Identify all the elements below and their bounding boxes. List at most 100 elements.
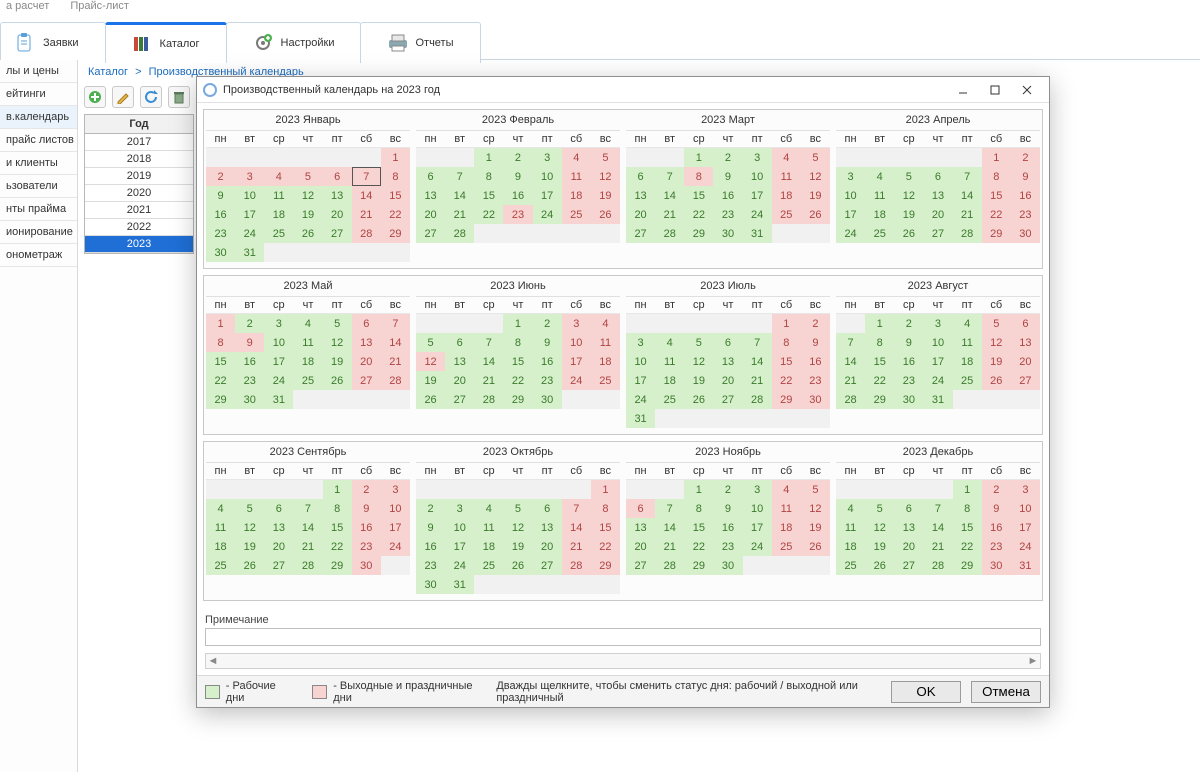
- calendar-day[interactable]: 10: [1011, 499, 1040, 518]
- ok-button[interactable]: OK: [891, 681, 961, 703]
- calendar-day[interactable]: 1: [684, 148, 713, 167]
- calendar-day[interactable]: 14: [923, 518, 952, 537]
- calendar-day[interactable]: 8: [381, 167, 410, 186]
- calendar-day[interactable]: 1: [474, 148, 503, 167]
- calendar-day[interactable]: 16: [533, 352, 562, 371]
- calendar-day[interactable]: 11: [474, 518, 503, 537]
- calendar-day[interactable]: 27: [416, 224, 445, 243]
- calendar-day[interactable]: 14: [953, 186, 982, 205]
- calendar-day[interactable]: 13: [533, 518, 562, 537]
- calendar-day[interactable]: 12: [235, 518, 264, 537]
- sidebar-item[interactable]: ьзователи: [0, 175, 77, 198]
- calendar-day[interactable]: 21: [743, 371, 772, 390]
- calendar-day[interactable]: 19: [865, 537, 894, 556]
- calendar-day[interactable]: 2: [713, 148, 742, 167]
- calendar-day[interactable]: 23: [713, 537, 742, 556]
- calendar-day[interactable]: 19: [503, 537, 532, 556]
- sidebar-item[interactable]: лы и цены: [0, 60, 77, 83]
- cancel-button[interactable]: Отмена: [971, 681, 1041, 703]
- calendar-day[interactable]: 5: [293, 167, 322, 186]
- calendar-day[interactable]: 24: [562, 371, 591, 390]
- calendar-day[interactable]: 24: [626, 390, 655, 409]
- calendar-day[interactable]: 19: [801, 518, 830, 537]
- calendar-day[interactable]: 5: [503, 499, 532, 518]
- calendar-day[interactable]: 25: [865, 224, 894, 243]
- calendar-day[interactable]: 23: [416, 556, 445, 575]
- calendar-day[interactable]: 4: [655, 333, 684, 352]
- year-row[interactable]: 2019: [85, 168, 193, 185]
- calendar-scroll[interactable]: 2023 Январьпнвтсрчтптсбвс123456789101112…: [197, 103, 1049, 610]
- calendar-day[interactable]: 5: [865, 499, 894, 518]
- calendar-day[interactable]: 22: [953, 537, 982, 556]
- calendar-day[interactable]: 22: [684, 537, 713, 556]
- calendar-day[interactable]: 15: [684, 518, 713, 537]
- calendar-day[interactable]: 4: [836, 499, 865, 518]
- calendar-day[interactable]: 25: [562, 205, 591, 224]
- calendar-day[interactable]: 4: [474, 499, 503, 518]
- calendar-day[interactable]: 27: [923, 224, 952, 243]
- calendar-day[interactable]: 3: [1011, 480, 1040, 499]
- calendar-day[interactable]: 15: [772, 352, 801, 371]
- calendar-day[interactable]: 17: [743, 518, 772, 537]
- calendar-day[interactable]: 15: [953, 518, 982, 537]
- calendar-day[interactable]: 15: [503, 352, 532, 371]
- calendar-day[interactable]: 22: [772, 371, 801, 390]
- calendar-day[interactable]: 28: [562, 556, 591, 575]
- calendar-day[interactable]: 14: [293, 518, 322, 537]
- calendar-day[interactable]: 20: [923, 205, 952, 224]
- calendar-day[interactable]: 19: [416, 371, 445, 390]
- calendar-day[interactable]: 8: [982, 167, 1011, 186]
- calendar-day[interactable]: 29: [381, 224, 410, 243]
- calendar-day[interactable]: 10: [235, 186, 264, 205]
- calendar-day[interactable]: 18: [772, 186, 801, 205]
- calendar-day[interactable]: 18: [474, 537, 503, 556]
- add-button[interactable]: [84, 86, 106, 108]
- calendar-day[interactable]: 27: [352, 371, 381, 390]
- calendar-day[interactable]: 29: [503, 390, 532, 409]
- calendar-day[interactable]: 19: [894, 205, 923, 224]
- calendar-day[interactable]: 14: [562, 518, 591, 537]
- calendar-day[interactable]: 12: [684, 352, 713, 371]
- calendar-day[interactable]: 7: [352, 167, 381, 186]
- calendar-day[interactable]: 5: [801, 148, 830, 167]
- calendar-day[interactable]: 30: [352, 556, 381, 575]
- calendar-day[interactable]: 8: [772, 333, 801, 352]
- calendar-day[interactable]: 28: [381, 371, 410, 390]
- calendar-day[interactable]: 9: [982, 499, 1011, 518]
- calendar-day[interactable]: 25: [206, 556, 235, 575]
- calendar-day[interactable]: 26: [235, 556, 264, 575]
- calendar-day[interactable]: 6: [894, 499, 923, 518]
- calendar-day[interactable]: 10: [923, 333, 952, 352]
- calendar-day[interactable]: 1: [323, 480, 352, 499]
- calendar-day[interactable]: 11: [836, 518, 865, 537]
- calendar-day[interactable]: 8: [323, 499, 352, 518]
- calendar-day[interactable]: 1: [206, 314, 235, 333]
- calendar-day[interactable]: 11: [865, 186, 894, 205]
- calendar-day[interactable]: 30: [713, 556, 742, 575]
- horizontal-scrollbar[interactable]: ◄ ►: [205, 653, 1041, 669]
- calendar-day[interactable]: 6: [445, 333, 474, 352]
- calendar-day[interactable]: 15: [206, 352, 235, 371]
- calendar-day[interactable]: 12: [416, 352, 445, 371]
- calendar-day[interactable]: 15: [982, 186, 1011, 205]
- calendar-day[interactable]: 23: [206, 224, 235, 243]
- year-row[interactable]: 2018: [85, 151, 193, 168]
- calendar-day[interactable]: 14: [743, 352, 772, 371]
- calendar-day[interactable]: 30: [206, 243, 235, 262]
- calendar-day[interactable]: 7: [445, 167, 474, 186]
- calendar-day[interactable]: 4: [772, 148, 801, 167]
- calendar-day[interactable]: 24: [235, 224, 264, 243]
- calendar-day[interactable]: 20: [264, 537, 293, 556]
- calendar-day[interactable]: 4: [772, 480, 801, 499]
- calendar-day[interactable]: 24: [836, 224, 865, 243]
- calendar-day[interactable]: 29: [772, 390, 801, 409]
- calendar-day[interactable]: 27: [264, 556, 293, 575]
- scroll-right-icon[interactable]: ►: [1026, 655, 1040, 667]
- calendar-day[interactable]: 5: [982, 314, 1011, 333]
- calendar-day[interactable]: 9: [352, 499, 381, 518]
- calendar-day[interactable]: 14: [655, 186, 684, 205]
- calendar-day[interactable]: 28: [655, 556, 684, 575]
- calendar-day[interactable]: 2: [533, 314, 562, 333]
- calendar-day[interactable]: 27: [894, 556, 923, 575]
- calendar-day[interactable]: 21: [352, 205, 381, 224]
